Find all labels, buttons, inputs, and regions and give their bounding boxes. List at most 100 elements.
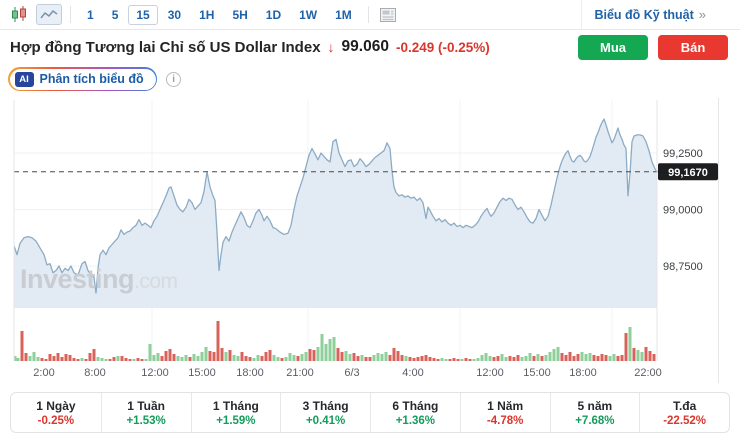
- volume-bar: [136, 358, 140, 361]
- volume-bar: [92, 349, 96, 361]
- candlestick-chart-icon[interactable]: [8, 4, 32, 26]
- perf-cell-7[interactable]: 5 năm +7.68%: [549, 393, 640, 432]
- y-axis-label: 99,2500: [663, 148, 703, 160]
- x-axis-label: 6/3: [344, 367, 359, 379]
- volume-bar: [120, 356, 124, 361]
- volume-bar: [476, 358, 480, 361]
- volume-bar: [172, 354, 176, 361]
- price-line: [13, 118, 658, 294]
- volume-bar: [420, 356, 424, 361]
- volume-bar: [492, 357, 496, 361]
- volume-bar: [276, 357, 280, 361]
- interval-5[interactable]: 5: [111, 7, 119, 22]
- volume-bar: [44, 359, 48, 361]
- volume-bar: [216, 321, 220, 361]
- volume-bar: [472, 359, 476, 361]
- volume-bar: [108, 359, 112, 361]
- interval-15[interactable]: 15: [128, 4, 158, 25]
- perf-value: +0.41%: [305, 414, 346, 427]
- volume-bar: [564, 355, 568, 361]
- volume-bar: [13, 356, 17, 361]
- interval-1M[interactable]: 1M: [335, 7, 352, 22]
- volume-bar: [604, 355, 608, 361]
- interval-30[interactable]: 30: [167, 7, 182, 22]
- technical-chart-link[interactable]: Biểu đồ Kỹ thuật »: [581, 0, 740, 29]
- volume-bar: [112, 357, 116, 361]
- x-axis-label: 18:00: [569, 367, 597, 379]
- x-axis-label: 21:00: [286, 367, 314, 379]
- volume-bar: [580, 352, 584, 361]
- volume-bar: [284, 357, 288, 361]
- perf-cell-6[interactable]: 1 Năm -4.78%: [459, 393, 550, 432]
- volume-bar: [60, 357, 64, 361]
- price-chart[interactable]: 99,2500 99,0000 98,7500 99,1670 2:00 8:00 12:0…: [0, 98, 740, 383]
- volume-bar: [540, 356, 544, 361]
- price-area: [14, 119, 657, 308]
- volume-bar: [516, 355, 520, 361]
- volume-bar: [16, 358, 20, 361]
- volume-bar: [496, 356, 500, 361]
- interval-1[interactable]: 1: [87, 7, 94, 22]
- volume-bar: [296, 356, 300, 361]
- volume-bar: [168, 349, 172, 361]
- interval-5H[interactable]: 5H: [232, 7, 248, 22]
- volume-bar: [24, 353, 28, 361]
- price-chart-canvas[interactable]: 99,2500 99,0000 98,7500 99,1670 2:00 8:00 12:0…: [0, 98, 740, 383]
- volume-bar: [280, 358, 284, 361]
- ai-analysis-button[interactable]: AI Phân tích biểu đồ: [8, 67, 158, 91]
- perf-cell-1[interactable]: 1 Ngày -0.25%: [11, 393, 101, 432]
- volume-bar: [456, 359, 460, 361]
- volume-bar: [220, 348, 224, 361]
- buy-button[interactable]: Mua: [578, 34, 648, 60]
- volume-bar: [468, 359, 472, 361]
- volume-bar: [532, 356, 536, 361]
- volume-bar: [208, 351, 212, 361]
- perf-value: -0.25%: [37, 414, 75, 427]
- perf-value: +1.36%: [395, 414, 436, 427]
- volume-bar: [104, 359, 108, 361]
- interval-1H[interactable]: 1H: [199, 7, 215, 22]
- volume-bar: [100, 358, 104, 361]
- volume-bar: [32, 352, 36, 361]
- volume-bar: [536, 354, 540, 361]
- volume-bar: [600, 354, 604, 361]
- volume-bar: [28, 356, 32, 361]
- x-axis-label: 18:00: [236, 367, 264, 379]
- volume-bar: [508, 356, 512, 361]
- volume-bar: [408, 357, 412, 361]
- perf-cell-5[interactable]: 6 Tháng +1.36%: [370, 393, 460, 432]
- interval-1D[interactable]: 1D: [265, 7, 282, 22]
- x-axis-label: 8:00: [84, 367, 105, 379]
- perf-cell-3[interactable]: 1 Tháng +1.59%: [190, 393, 281, 432]
- sell-button[interactable]: Bán: [658, 34, 728, 60]
- perf-label: 1 Tháng: [212, 398, 259, 413]
- volume-bar: [232, 355, 236, 361]
- volume-bar: [188, 357, 192, 361]
- volume-bar: [164, 351, 168, 361]
- x-axis-label: 15:00: [523, 367, 551, 379]
- interval-1W[interactable]: 1W: [299, 7, 318, 22]
- volume-bar: [344, 351, 348, 361]
- perf-label: 6 Tháng: [392, 398, 439, 413]
- perf-label: 1 Ngày: [36, 398, 76, 413]
- volume-bar: [636, 350, 640, 361]
- instrument-title: Hợp đồng Tương lai Chỉ số US Dollar Inde…: [10, 38, 321, 56]
- volume-bar: [64, 354, 68, 361]
- perf-cell-2[interactable]: 1 Tuần +1.53%: [100, 393, 191, 432]
- news-panel-icon[interactable]: [377, 5, 399, 25]
- info-icon[interactable]: i: [166, 71, 182, 87]
- volume-bar: [268, 350, 272, 361]
- volume-bar: [128, 359, 132, 361]
- volume-bar: [584, 354, 588, 361]
- line-chart-icon[interactable]: [36, 4, 62, 25]
- x-axis-label: 22:00: [634, 367, 662, 379]
- volume-bar: [200, 352, 204, 361]
- perf-cell-4[interactable]: 3 Tháng +0.41%: [280, 393, 370, 432]
- volume-bar: [80, 358, 84, 361]
- volume-bar: [480, 355, 484, 361]
- perf-label: 1 Tuần: [127, 398, 166, 413]
- volume-bar: [20, 331, 24, 361]
- volume-bar: [588, 353, 592, 361]
- perf-cell-8[interactable]: T.đa -22.52%: [639, 393, 729, 432]
- volume-bar: [196, 356, 200, 361]
